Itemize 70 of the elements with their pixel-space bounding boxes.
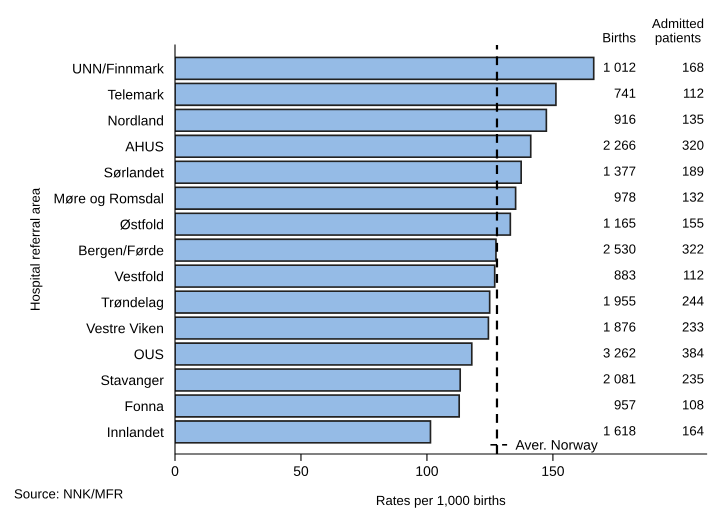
annotation: 155	[682, 218, 704, 228]
y-axis-title: Hospital referral area	[30, 188, 42, 310]
annotation: 1 165	[604, 218, 636, 228]
annotation: 112	[684, 270, 704, 280]
annotation: 957	[614, 400, 636, 410]
annotation: 978	[614, 192, 636, 202]
annotation: 235	[682, 374, 704, 384]
annotation: 168	[682, 62, 704, 72]
annotation: 108	[682, 400, 704, 410]
bar	[175, 56, 595, 80]
y-tick-label: Sørlandet	[104, 167, 164, 178]
x-tick-label: 0	[172, 466, 178, 476]
y-tick-label: Fonna	[126, 401, 164, 412]
annotation: 244	[682, 296, 704, 306]
y-tick-label: AHUS	[125, 142, 164, 152]
annotation: 320	[682, 140, 704, 150]
x-axis-title: Rates per 1,000 births	[376, 495, 506, 508]
bar	[175, 290, 490, 314]
annotation: 2 081	[604, 374, 636, 384]
annotation: Admitted patients	[652, 18, 704, 45]
annotation: 132	[682, 192, 704, 202]
ref-line-label: Aver. Norway	[515, 440, 598, 453]
annotation: 741	[614, 88, 636, 98]
text: Births	[603, 32, 636, 42]
annotation: 233	[682, 322, 704, 332]
bar	[175, 160, 522, 184]
annotation: 384	[682, 348, 704, 358]
y-tick-label: OUS	[134, 349, 164, 360]
source-note: Source: NNK/MFR	[14, 488, 123, 499]
annotation: 2 530	[604, 244, 636, 254]
bar	[175, 134, 532, 158]
annotation: 2 266	[604, 140, 636, 150]
y-tick-label: Stavanger	[101, 375, 164, 388]
annotation: 164	[682, 426, 704, 436]
annotation: 189	[682, 166, 704, 176]
annotation: 1 012	[604, 62, 636, 72]
annotation: 112	[684, 88, 704, 98]
x-tick-label: 100	[416, 466, 438, 476]
annotation: 1 618	[604, 426, 636, 436]
x-tick-label: 150	[542, 466, 564, 476]
x-tick-label: 50	[294, 466, 308, 476]
bar	[175, 82, 557, 106]
bar	[175, 420, 432, 444]
annotation: 1 955	[604, 296, 636, 306]
annotation: 135	[682, 114, 704, 124]
bar	[175, 186, 516, 210]
y-tick-label: Trøndelag	[101, 297, 163, 310]
y-tick-label: Bergen/Førde	[79, 245, 164, 258]
bar	[175, 342, 473, 366]
annotation: 1 377	[604, 166, 636, 176]
y-tick-label: Vestre Viken	[86, 323, 163, 334]
y-tick-label: Østfold	[120, 219, 163, 230]
bar	[175, 316, 490, 340]
bar	[175, 394, 460, 418]
bar	[175, 238, 497, 262]
y-tick-label: Møre og Romsdal	[54, 193, 163, 206]
bar	[175, 368, 462, 392]
bar	[175, 264, 496, 288]
annotation: 916	[614, 114, 636, 124]
annotation: 3 262	[603, 348, 636, 358]
bar	[175, 212, 512, 236]
y-tick-label: Nordland	[108, 115, 163, 126]
y-tick-label: Telemark	[108, 89, 164, 100]
annotation: 883	[614, 270, 636, 280]
y-tick-label: UNN/Finnmark	[73, 63, 164, 74]
y-tick-label: Vestfold	[114, 271, 163, 282]
bar	[175, 108, 548, 132]
annotation: 1 876	[604, 322, 636, 332]
y-tick-label: Innlandet	[108, 426, 164, 438]
annotation: 322	[682, 244, 704, 254]
